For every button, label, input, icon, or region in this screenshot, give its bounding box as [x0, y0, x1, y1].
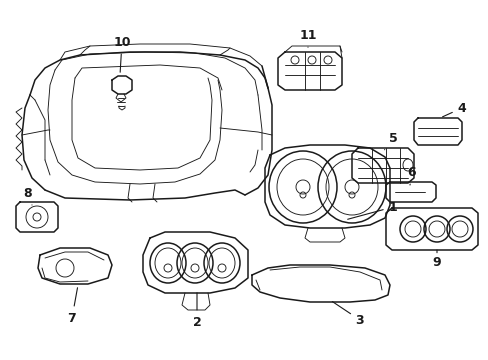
Text: 9: 9	[432, 250, 440, 269]
Text: 5: 5	[384, 131, 397, 150]
Text: 10: 10	[113, 36, 130, 72]
Text: 2: 2	[192, 293, 201, 328]
Text: 4: 4	[442, 102, 466, 117]
Text: 6: 6	[407, 166, 415, 185]
Text: 11: 11	[299, 28, 316, 47]
Text: 3: 3	[332, 302, 364, 327]
Text: 8: 8	[23, 186, 32, 205]
Text: 7: 7	[67, 288, 77, 324]
Text: 1: 1	[347, 201, 397, 219]
